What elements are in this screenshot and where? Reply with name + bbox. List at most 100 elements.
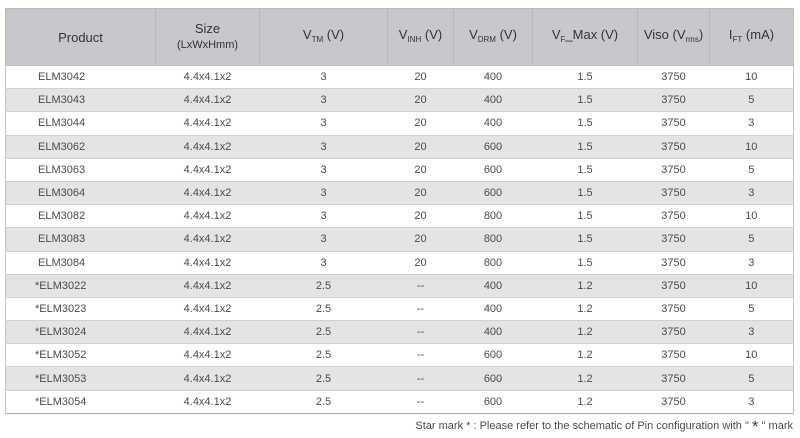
cell-vf: 1.2: [532, 297, 638, 322]
cell-vtm: 3: [259, 111, 388, 136]
cell-vf: 1.5: [532, 204, 638, 229]
cell-product: *ELM3053: [5, 366, 156, 391]
cell-ift: 3: [709, 181, 794, 206]
col-header-vf-max: VF_Max (V): [532, 8, 638, 66]
cell-product: ELM3063: [5, 158, 156, 182]
cell-product: *ELM3022: [5, 274, 156, 298]
cell-ift: 3: [709, 251, 794, 275]
col-header-vtm: VTM (V): [259, 8, 388, 66]
cell-vtm: 3: [259, 88, 388, 113]
cell-vf: 1.5: [532, 158, 638, 182]
cell-ift: 10: [709, 343, 794, 368]
cell-ift: 10: [709, 204, 794, 229]
cell-vinh: 20: [387, 158, 454, 182]
cell-vinh: 20: [387, 135, 454, 159]
cell-vinh: --: [387, 297, 454, 322]
cell-vtm: 3: [259, 251, 388, 275]
cell-ift: 5: [709, 366, 794, 391]
cell-size: 4.4x4.1x2: [155, 366, 260, 391]
cell-vtm: 3: [259, 227, 388, 252]
cell-vinh: 20: [387, 181, 454, 206]
table-row: *ELM3054 4.4x4.1x2 2.5 -- 600 1.2 3750 3: [5, 390, 794, 414]
cell-viso: 3750: [637, 227, 710, 252]
cell-viso: 3750: [637, 320, 710, 345]
cell-vtm: 2.5: [259, 274, 388, 298]
cell-vinh: --: [387, 366, 454, 391]
cell-viso: 3750: [637, 366, 710, 391]
cell-product: ELM3044: [5, 111, 156, 136]
table-row: *ELM3052 4.4x4.1x2 2.5 -- 600 1.2 3750 10: [5, 343, 794, 368]
table-row: *ELM3024 4.4x4.1x2 2.5 -- 400 1.2 3750 3: [5, 320, 794, 345]
cell-viso: 3750: [637, 343, 710, 368]
cell-vtm: 3: [259, 158, 388, 182]
cell-ift: 5: [709, 88, 794, 113]
table-row: ELM3082 4.4x4.1x2 3 20 800 1.5 3750 10: [5, 204, 794, 229]
cell-vdrm: 600: [453, 135, 533, 159]
cell-product: ELM3042: [5, 65, 156, 90]
cell-vtm: 2.5: [259, 366, 388, 391]
cell-vdrm: 600: [453, 181, 533, 206]
col-header-product: Product: [5, 8, 156, 66]
table-row: ELM3042 4.4x4.1x2 3 20 400 1.5 3750 10: [5, 65, 794, 90]
cell-viso: 3750: [637, 88, 710, 113]
cell-viso: 3750: [637, 111, 710, 136]
cell-vf: 1.2: [532, 390, 638, 414]
col-header-viso: Viso (Vrms): [637, 8, 710, 66]
cell-vf: 1.5: [532, 88, 638, 113]
col-header-size: Size (LxWxHmm): [155, 8, 260, 66]
table-body: ELM3042 4.4x4.1x2 3 20 400 1.5 3750 10 ELM3043 4.…: [5, 65, 794, 414]
cell-vinh: --: [387, 343, 454, 368]
cell-vinh: 20: [387, 204, 454, 229]
cell-size: 4.4x4.1x2: [155, 88, 260, 113]
cell-ift: 5: [709, 297, 794, 322]
table-row: *ELM3053 4.4x4.1x2 2.5 -- 600 1.2 3750 5: [5, 366, 794, 391]
cell-size: 4.4x4.1x2: [155, 181, 260, 206]
cell-product: ELM3062: [5, 135, 156, 159]
cell-vf: 1.5: [532, 111, 638, 136]
star-mark-footnote: Star mark * : Please refer to the schema…: [415, 417, 793, 436]
cell-vtm: 3: [259, 65, 388, 90]
col-header-ift: IFT (mA): [709, 8, 794, 66]
cell-size: 4.4x4.1x2: [155, 111, 260, 136]
cell-viso: 3750: [637, 135, 710, 159]
table-row: ELM3084 4.4x4.1x2 3 20 800 1.5 3750 3: [5, 251, 794, 275]
cell-ift: 5: [709, 227, 794, 252]
cell-ift: 3: [709, 320, 794, 345]
cell-size: 4.4x4.1x2: [155, 297, 260, 322]
cell-vinh: 20: [387, 251, 454, 275]
table-row: *ELM3023 4.4x4.1x2 2.5 -- 400 1.2 3750 5: [5, 297, 794, 322]
cell-viso: 3750: [637, 251, 710, 275]
cell-ift: 10: [709, 274, 794, 298]
cell-size: 4.4x4.1x2: [155, 65, 260, 90]
cell-product: *ELM3024: [5, 320, 156, 345]
cell-size: 4.4x4.1x2: [155, 390, 260, 414]
cell-viso: 3750: [637, 390, 710, 414]
cell-ift: 3: [709, 111, 794, 136]
cell-ift: 10: [709, 65, 794, 90]
cell-product: *ELM3023: [5, 297, 156, 322]
cell-vdrm: 400: [453, 297, 533, 322]
col-header-vdrm: VDRM (V): [453, 8, 533, 66]
cell-viso: 3750: [637, 297, 710, 322]
table-row: ELM3083 4.4x4.1x2 3 20 800 1.5 3750 5: [5, 227, 794, 252]
cell-vdrm: 400: [453, 65, 533, 90]
cell-vinh: 20: [387, 88, 454, 113]
cell-size: 4.4x4.1x2: [155, 274, 260, 298]
cell-ift: 3: [709, 390, 794, 414]
cell-vtm: 2.5: [259, 297, 388, 322]
cell-size: 4.4x4.1x2: [155, 204, 260, 229]
cell-vdrm: 800: [453, 251, 533, 275]
table-row: ELM3064 4.4x4.1x2 3 20 600 1.5 3750 3: [5, 181, 794, 206]
cell-size: 4.4x4.1x2: [155, 158, 260, 182]
cell-vf: 1.5: [532, 181, 638, 206]
cell-vtm: 3: [259, 204, 388, 229]
cell-vdrm: 600: [453, 343, 533, 368]
cell-vinh: --: [387, 390, 454, 414]
table-header-row: Product Size (LxWxHmm) VTM (V) VINH (V) V…: [5, 8, 794, 66]
cell-viso: 3750: [637, 204, 710, 229]
cell-vf: 1.2: [532, 274, 638, 298]
cell-product: ELM3083: [5, 227, 156, 252]
cell-vinh: --: [387, 320, 454, 345]
table-row: ELM3043 4.4x4.1x2 3 20 400 1.5 3750 5: [5, 88, 794, 113]
table-row: ELM3044 4.4x4.1x2 3 20 400 1.5 3750 3: [5, 111, 794, 136]
